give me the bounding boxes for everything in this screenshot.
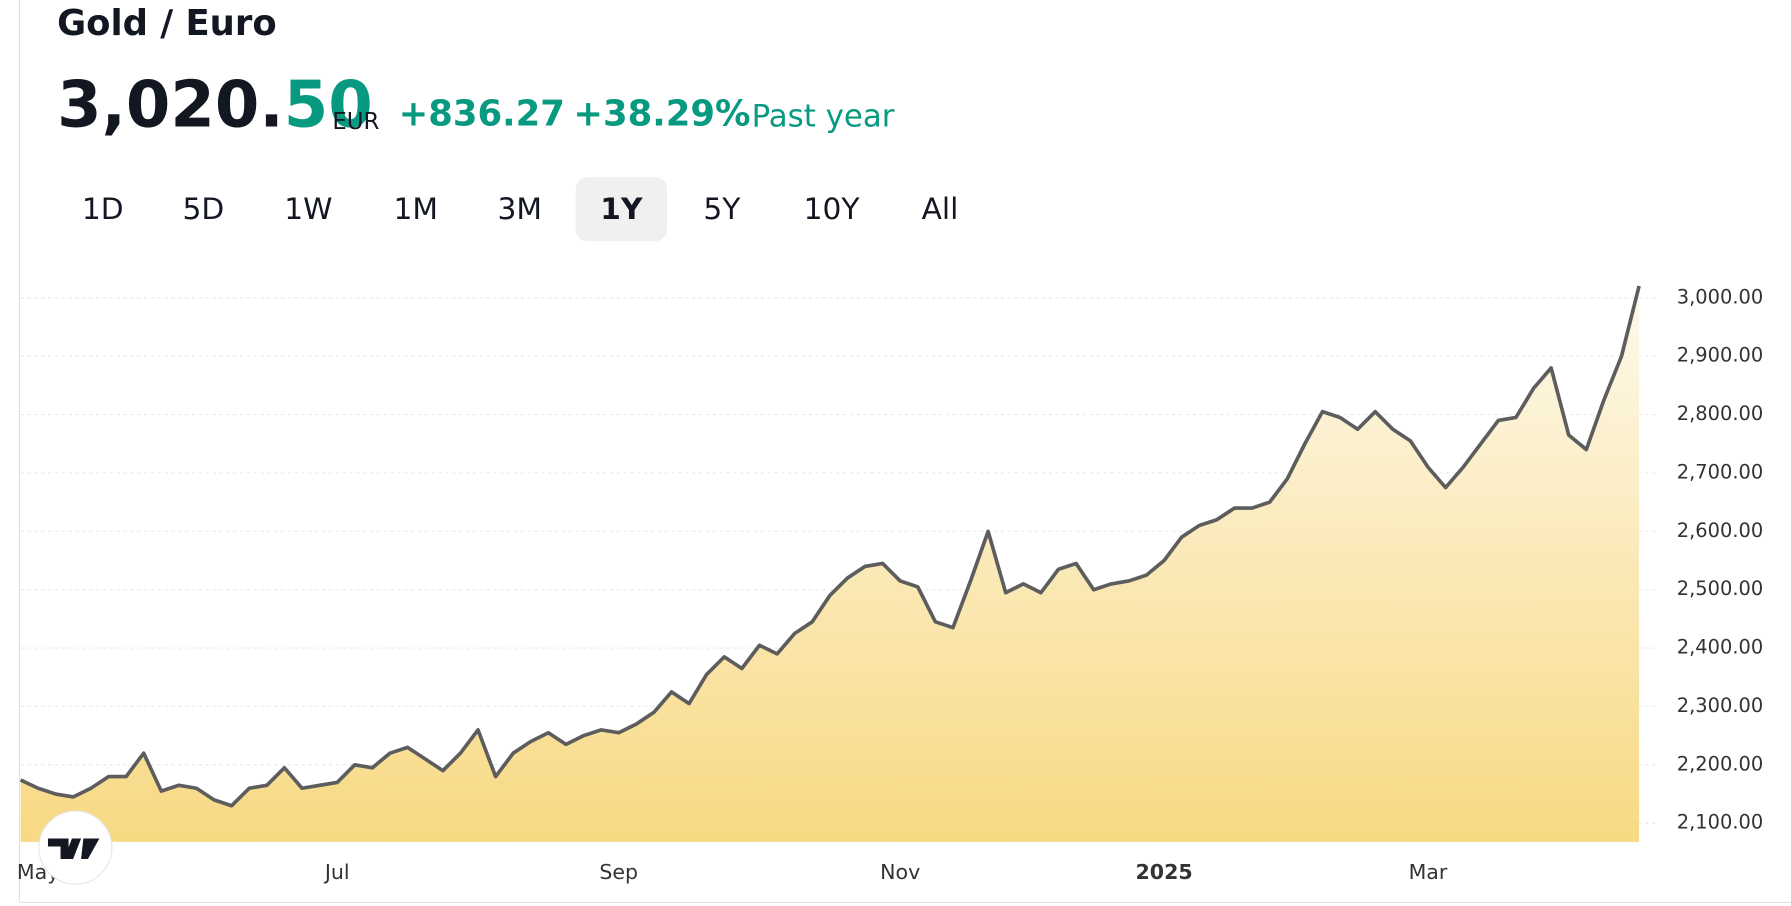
x-tick-label: Mar: [1409, 860, 1448, 884]
y-tick-label: 2,700.00: [1677, 460, 1763, 483]
range-button-bg[interactable]: [575, 177, 668, 242]
price-last-digits: 50: [284, 68, 373, 142]
y-tick-label: 2,500.00: [1677, 577, 1763, 600]
price-line: [19, 285, 1641, 808]
y-tick-label: 3,000.00: [1677, 285, 1763, 308]
x-tick-label: Jul: [323, 860, 350, 884]
range-button-label[interactable]: 5D: [182, 192, 224, 227]
logo-glyph: [47, 838, 100, 860]
y-tick-label: 2,100.00: [1677, 811, 1763, 834]
logo: [38, 810, 113, 885]
area-fill: [20, 285, 1640, 842]
plot: 2,100.00 2,200.00 2,300.00 2,400.00 2,500.00…: [17, 285, 1763, 883]
period: Past year: [752, 98, 895, 134]
x-tick-label: Nov: [880, 860, 920, 884]
range-button[interactable]: 3M: [474, 177, 565, 241]
change: +836.27: [399, 93, 565, 134]
range-button-label[interactable]: 3M: [497, 192, 542, 227]
range-button[interactable]: 10Y: [786, 177, 877, 241]
price: 3,020.50: [57, 68, 373, 142]
range-button[interactable]: 1Y: [575, 177, 668, 242]
range-button[interactable]: 1D: [57, 177, 148, 241]
y-tick-label: 2,300.00: [1677, 694, 1763, 717]
range-button[interactable]: All: [894, 177, 985, 241]
range-button[interactable]: 5Y: [676, 177, 767, 241]
price-main: 3,020.: [57, 68, 284, 142]
range-button-label[interactable]: 5Y: [703, 192, 741, 227]
range-button-label[interactable]: All: [922, 192, 959, 227]
y-tick-label: 2,800.00: [1677, 402, 1763, 425]
x-tick-label: 2025: [1135, 860, 1192, 884]
range-buttons: 1D 5D 1W 1M 3M 1Y 5Y 10Y All: [57, 177, 985, 242]
range-button-label[interactable]: 10Y: [804, 192, 861, 227]
range-button[interactable]: 5D: [158, 177, 249, 241]
x-tick-label: Sep: [599, 860, 638, 884]
range-button[interactable]: 1M: [370, 177, 461, 241]
y-tick-label: 2,400.00: [1677, 636, 1763, 659]
range-button-label[interactable]: 1W: [284, 192, 332, 227]
y-tick-label: 2,900.00: [1677, 344, 1763, 367]
y-tick-label: 2,200.00: [1677, 752, 1763, 775]
currency: EUR: [332, 109, 379, 135]
change-percent: +38.29%: [573, 93, 750, 134]
range-button-label[interactable]: 1Y: [600, 192, 643, 227]
range-button[interactable]: 1W: [263, 177, 354, 241]
range-button-label[interactable]: 1D: [82, 192, 124, 227]
range-button-label[interactable]: 1M: [394, 192, 439, 227]
symbol-title: Gold / Euro: [57, 3, 277, 44]
y-tick-label: 2,600.00: [1677, 519, 1763, 542]
